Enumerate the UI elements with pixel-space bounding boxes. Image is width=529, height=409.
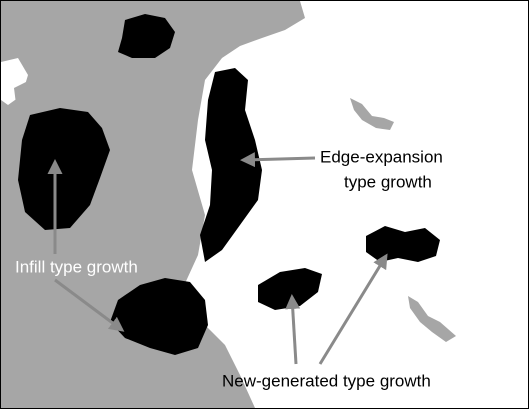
growth-patch xyxy=(258,268,322,310)
arrow xyxy=(240,152,316,168)
small-urban-patch xyxy=(408,296,456,342)
arrow xyxy=(285,294,301,365)
growth-patch xyxy=(18,108,110,230)
growth-patch xyxy=(366,226,440,262)
existing-urban-area xyxy=(1,1,305,408)
label: type growth xyxy=(344,172,432,191)
growth-patch xyxy=(118,14,175,58)
arrow xyxy=(318,253,388,365)
growth-patch xyxy=(200,68,262,262)
growth-patch xyxy=(110,278,208,355)
label: Edge-expansion xyxy=(320,147,443,166)
small-urban-patch xyxy=(350,98,394,130)
label: New-generated type growth xyxy=(222,371,431,390)
small-urban-patch xyxy=(14,82,34,108)
arrow xyxy=(54,278,125,332)
label: Infill type growth xyxy=(15,257,138,276)
